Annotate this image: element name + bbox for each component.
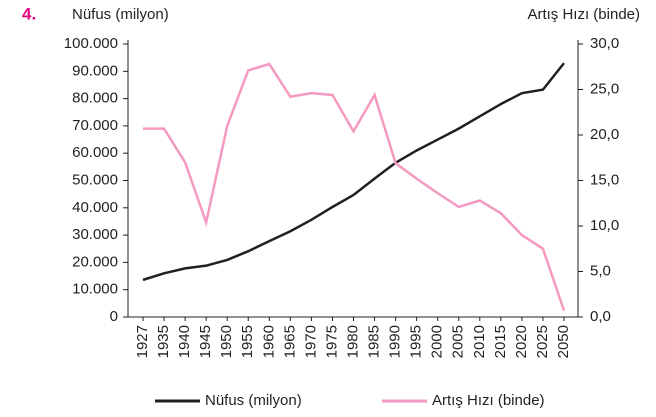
x-tick-label: 1935	[155, 325, 172, 358]
legend-label: Nüfus (milyon)	[205, 392, 302, 409]
y2-tick-label: 0,0	[590, 308, 611, 325]
x-tick-label: 1965	[281, 325, 298, 358]
x-tick-label: 1950	[218, 325, 235, 358]
x-tick-label: 2025	[534, 325, 551, 358]
y-tick-label: 0	[110, 308, 118, 325]
x-tick-label: 1927	[134, 325, 151, 358]
y-tick-label: 80.000	[72, 90, 118, 107]
x-tick-label: 1970	[302, 325, 319, 358]
y2-tick-label: 20,0	[590, 126, 619, 143]
y2-tick-label: 30,0	[590, 35, 619, 52]
y2-tick-label: 5,0	[590, 262, 611, 279]
x-tick-label: 2050	[555, 325, 572, 358]
y-tick-label: 70.000	[72, 117, 118, 134]
y-axis-title: Nüfus (milyon)	[72, 6, 169, 23]
x-tick-label: 1990	[387, 325, 404, 358]
x-tick-label: 2010	[471, 325, 488, 358]
x-tick-label: 1940	[176, 325, 193, 358]
y-tick-label: 50.000	[72, 171, 118, 188]
y-tick-label: 20.000	[72, 253, 118, 270]
y-tick-label: 40.000	[72, 199, 118, 216]
y2-tick-label: 15,0	[590, 171, 619, 188]
x-tick-label: 1960	[260, 325, 277, 358]
x-tick-label: 1955	[239, 325, 256, 358]
legend-label: Artış Hızı (binde)	[432, 392, 545, 409]
x-tick-label: 1985	[366, 325, 383, 358]
series-line	[143, 62, 566, 312]
chart-number: 4.	[22, 4, 36, 23]
y-tick-label: 100.000	[64, 35, 118, 52]
y2-tick-label: 10,0	[590, 217, 619, 234]
series-line	[142, 62, 565, 282]
y-tick-label: 10.000	[72, 281, 118, 298]
x-tick-label: 1975	[323, 325, 340, 358]
x-tick-label: 2005	[450, 325, 467, 358]
y2-axis-title: Artış Hızı (binde)	[527, 6, 640, 23]
x-tick-label: 2015	[492, 325, 509, 358]
y-tick-label: 60.000	[72, 144, 118, 161]
y-tick-label: 90.000	[72, 62, 118, 79]
y2-tick-label: 25,0	[590, 80, 619, 97]
y-tick-label: 30.000	[72, 226, 118, 243]
x-tick-label: 2020	[513, 325, 530, 358]
x-tick-label: 2000	[429, 325, 446, 358]
x-tick-label: 1980	[344, 325, 361, 358]
x-tick-label: 1945	[197, 325, 214, 358]
x-tick-label: 1995	[408, 325, 425, 358]
